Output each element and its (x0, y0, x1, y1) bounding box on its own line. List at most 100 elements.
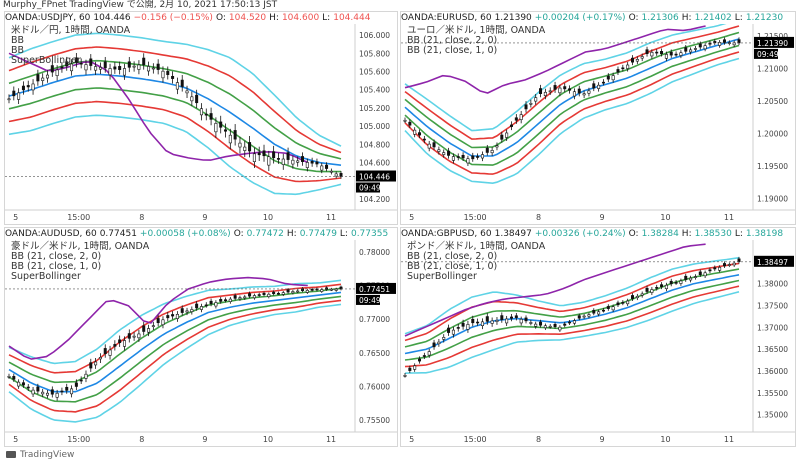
candle-body (660, 284, 664, 287)
candle-body (238, 142, 242, 148)
legend-item[interactable]: BB (11, 35, 25, 46)
candle-body (737, 258, 741, 262)
candle-body (727, 264, 731, 266)
change-value: +0.00058 (+0.08%) (139, 229, 231, 239)
chart-panel-eurusd[interactable]: OANDA:EURUSD, 60 1.21390 +0.00204 (+0.17%)… (400, 11, 796, 225)
price-badge-label: 1.21390 (757, 39, 788, 48)
chart-plot[interactable]: 106.000 105.800 105.600 105.400 105.200 105.0… (5, 24, 397, 224)
bb-1sigma-upper-line (8, 287, 342, 384)
bb-middle-line (404, 274, 740, 355)
legend-item[interactable]: BB (21, close, 1, 0) (407, 45, 498, 56)
x-tick-label: 15:00 (67, 435, 90, 444)
close-value: 1.21390 (494, 13, 532, 23)
chart-plot[interactable]: 0.780000.775000.770000.765000.760000.755… (5, 240, 397, 446)
candle-body (427, 351, 431, 356)
candle-body (243, 296, 247, 299)
candle-body (7, 98, 11, 101)
candle-body (631, 295, 635, 299)
legend-item[interactable]: BB (21, close, 1, 0) (407, 261, 498, 272)
legend-item[interactable]: ポンド／米ドル, 1時間, OANDA (407, 241, 546, 252)
open-label: O: (215, 13, 226, 23)
bb-1sigma-upper-line (404, 268, 740, 348)
candle-body (209, 300, 213, 305)
time-badge (356, 182, 380, 193)
price-badge (356, 282, 396, 294)
legend-item[interactable]: BB (21, close, 1, 0) (11, 261, 102, 272)
candle-body (296, 290, 300, 293)
candle-body (339, 173, 343, 177)
chart-plot[interactable]: 1.21500 1.21000 1.20500 1.20000 1.19500 1.190… (401, 24, 795, 224)
candle-body (45, 74, 49, 79)
y-tick-label: 0.76500 (359, 349, 390, 358)
candle-body (147, 328, 151, 333)
candle-body (325, 164, 329, 169)
candle-body (17, 92, 21, 100)
candle-body (679, 280, 683, 284)
indicator-legend: ユーロ／米ドル, 1時間, OANDA BB (21, close, 2, 0)… (407, 26, 545, 56)
x-tick-label: 5 (409, 435, 414, 444)
bb-outer-upper-line (404, 24, 727, 132)
chart-header: OANDA:USDJPY, 60 104.446 −0.156 (−0.15%) O:… (5, 12, 397, 24)
legend-item[interactable]: SuperBollinger (11, 55, 81, 66)
candle-body (437, 149, 441, 152)
candle-body (320, 289, 324, 292)
candle-body (127, 61, 131, 68)
bb-outer-upper-line (8, 32, 342, 147)
candle-body (50, 389, 54, 395)
indicator-legend: 豪ドル／米ドル, 1時間, OANDA BB (21, close, 2, 0)… (11, 242, 149, 282)
candle-body (12, 90, 16, 97)
candle-body (41, 77, 45, 81)
chart-plot[interactable]: 1.38000 1.37500 1.37000 1.36500 1.36000 1.355… (401, 240, 795, 446)
y-tick-label: 105.800 (359, 49, 390, 58)
candle-body (137, 64, 141, 70)
candle-body (587, 90, 591, 94)
candle-body (7, 375, 11, 378)
candle-body (199, 108, 203, 116)
candle-body (461, 322, 465, 327)
candle-body (214, 302, 218, 307)
candle-body (127, 333, 131, 339)
candle-body (161, 319, 165, 326)
candle-body (89, 362, 93, 369)
high-value: 104.600 (281, 13, 320, 23)
candle-body (151, 325, 155, 327)
candle-body (703, 45, 707, 50)
candle-body (113, 66, 117, 70)
candle-body (534, 323, 538, 327)
low-value: 104.444 (333, 13, 371, 23)
candle-body (26, 386, 30, 389)
price-badge-label: 104.446 (359, 173, 390, 182)
candle-body (276, 158, 280, 160)
symbol-label: OANDA:USDJPY, 60 (5, 13, 91, 23)
legend-item[interactable]: BB (21, close, 2, 0) (407, 251, 498, 262)
y-tick-label: 1.37500 (757, 301, 788, 310)
candle-body (422, 355, 426, 357)
candle-body (684, 47, 688, 52)
candle-body (286, 152, 290, 160)
candle-body (132, 65, 136, 68)
candle-body (199, 306, 203, 310)
candle-body (272, 151, 276, 159)
legend-item[interactable]: ユーロ／米ドル, 1時間, OANDA (407, 25, 546, 36)
footer-brand[interactable]: TradingView (20, 450, 75, 460)
legend-item[interactable]: BB (21, close, 2, 0) (407, 35, 498, 46)
legend-item[interactable]: SuperBollinger (11, 271, 81, 282)
y-tick-label: 105.200 (359, 104, 390, 113)
indicator-legend: ポンド／米ドル, 1時間, OANDA BB (21, close, 2, 0)… (407, 242, 545, 282)
legend-item[interactable]: BB (21, close, 2, 0) (11, 251, 102, 262)
chart-panel-audusd[interactable]: OANDA:AUDUSD, 60 0.77451 +0.00058 (+0.08%)… (4, 227, 398, 447)
candle-body (156, 63, 160, 70)
chart-panel-usdjpy[interactable]: OANDA:USDJPY, 60 104.446 −0.156 (−0.15%) O:… (4, 11, 398, 225)
candle-body (291, 291, 295, 294)
legend-item[interactable]: 米ドル／円, 1時間, OANDA (11, 25, 131, 36)
legend-item[interactable]: SuperBollinger (407, 271, 477, 282)
candle-body (684, 275, 688, 280)
legend-item[interactable]: BB (11, 45, 25, 56)
candle-body (539, 88, 543, 94)
candle-body (55, 392, 59, 398)
chart-panel-gbpusd[interactable]: OANDA:GBPUSD, 60 1.38497 +0.00326 (+0.24%)… (400, 227, 796, 447)
candle-body (500, 134, 504, 140)
high-label: H: (286, 229, 297, 239)
tradingview-logo-icon[interactable] (6, 451, 16, 458)
legend-item[interactable]: 豪ドル／米ドル, 1時間, OANDA (11, 241, 150, 252)
